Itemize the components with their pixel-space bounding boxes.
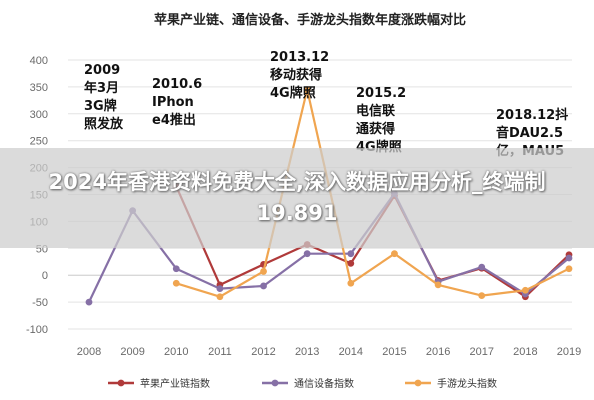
- legend-label: 手游龙头指数: [437, 377, 497, 390]
- legend-swatch-marker: [271, 379, 279, 387]
- annotation-line: 移动获得: [270, 67, 322, 83]
- x-tick-label: 2017: [469, 346, 493, 358]
- x-tick-label: 2014: [339, 346, 363, 358]
- legend-swatch-marker: [117, 379, 125, 387]
- chart-title: 苹果产业链、通信设备、手游龙头指数年度涨跌幅对比: [154, 12, 466, 28]
- annotation-line: e4推出: [152, 112, 196, 128]
- legend-item: 手游龙头指数: [405, 377, 497, 390]
- annotation-line: 3G牌: [84, 98, 117, 114]
- annotation-line: 通获得: [356, 121, 395, 137]
- x-tick-label: 2016: [426, 346, 450, 358]
- data-point: [303, 86, 311, 93]
- data-point: [478, 263, 486, 271]
- y-tick-label: 0: [42, 270, 48, 282]
- x-tick-label: 2011: [208, 346, 232, 358]
- data-point: [216, 293, 224, 301]
- annotation-1: 2010.6 IPhon e4推出: [152, 77, 202, 128]
- y-tick-label: -100: [26, 324, 48, 336]
- annotation-line: 照发放: [84, 116, 124, 132]
- annotation-line: 年3月: [84, 80, 119, 96]
- gridlines: [68, 59, 572, 330]
- y-tick-label: 250: [30, 136, 48, 148]
- x-axis-ticks: 2008 2009 2010 2011 2012 2013 2014 2015 2016 2017…: [77, 346, 581, 358]
- data-point: [172, 265, 180, 273]
- data-point: [347, 279, 355, 287]
- data-point: [172, 279, 180, 287]
- series-2: [172, 86, 573, 301]
- annotation-line: 2018.12抖: [496, 107, 568, 123]
- data-point: [391, 250, 398, 258]
- annotation-line: 2010.6: [152, 77, 202, 92]
- annotation-3: 2015.2电信联通获得4G牌照: [356, 86, 406, 155]
- annotation-line: 2015.2: [356, 86, 406, 101]
- annotation-line: 音DAU2.5: [496, 125, 563, 141]
- data-point: [521, 286, 529, 294]
- y-tick-label: 300: [30, 109, 48, 121]
- annotation-line: 2013.12: [270, 50, 329, 65]
- legend-item: 苹果产业链指数: [108, 377, 210, 390]
- watermark-banner: 2024年香港资料免费大全,深入数据应用分析_终端制19.891: [0, 148, 594, 248]
- x-tick-label: 2012: [251, 346, 275, 358]
- legend-label: 通信设备指数: [294, 377, 354, 390]
- legend-label: 苹果产业链指数: [140, 377, 210, 390]
- annotation-line: 2009: [84, 63, 120, 78]
- data-point: [347, 250, 355, 258]
- data-point: [303, 250, 311, 258]
- data-point: [434, 281, 442, 289]
- data-point: [260, 268, 267, 275]
- chart-legend: 苹果产业链指数 通信设备指数 手游龙头指数: [108, 377, 497, 390]
- x-tick-label: 2010: [164, 346, 188, 358]
- watermark-text: 2024年香港资料免费大全,深入数据应用分析_终端制19.891: [48, 170, 546, 225]
- x-tick-label: 2013: [295, 346, 319, 358]
- annotation-2: 2013.12 移动获得 4G牌照: [270, 50, 329, 101]
- x-tick-label: 2015: [382, 346, 406, 358]
- legend-swatch-marker: [414, 379, 422, 387]
- data-point: [347, 259, 355, 267]
- x-tick-label: 2019: [557, 346, 581, 358]
- series-line: [88, 192, 570, 303]
- x-tick-label: 2008: [77, 346, 101, 358]
- series-line: [175, 88, 570, 298]
- annotation-line: 4G牌照: [270, 85, 316, 101]
- data-point: [216, 285, 224, 293]
- x-tick-label: 2018: [513, 346, 537, 358]
- data-point: [565, 254, 573, 262]
- legend-item: 通信设备指数: [262, 377, 354, 390]
- data-point: [85, 298, 93, 306]
- data-point: [478, 292, 486, 300]
- y-tick-label: 350: [30, 82, 48, 94]
- data-point: [260, 282, 267, 290]
- data-point: [565, 265, 573, 273]
- x-tick-label: 2009: [120, 346, 144, 358]
- annotation-line: IPhon: [152, 95, 194, 110]
- y-tick-label: -50: [32, 297, 48, 309]
- annotation-line: 电信联: [356, 103, 395, 119]
- y-tick-label: 400: [30, 55, 48, 67]
